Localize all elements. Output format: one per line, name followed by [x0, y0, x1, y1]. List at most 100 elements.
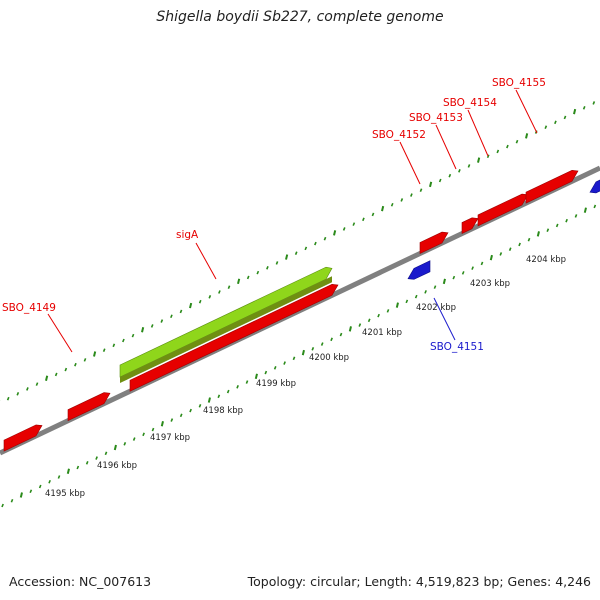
callout-leader — [195, 242, 217, 280]
outer-tick — [496, 149, 500, 154]
outer-tick — [448, 173, 452, 178]
inner-tick — [29, 489, 33, 494]
inner-tick — [311, 347, 315, 351]
gene-label[interactable]: sigA — [176, 229, 199, 241]
outer-tick — [35, 382, 39, 386]
inner-tick — [320, 342, 324, 346]
gene-sbo-4152[interactable] — [419, 231, 449, 254]
gene-sbo-4154[interactable] — [477, 193, 529, 227]
inner-tick — [283, 361, 286, 365]
outer-tick — [544, 125, 548, 129]
outer-tick — [26, 387, 29, 391]
gene-bevel — [120, 276, 332, 383]
outer-tick — [467, 164, 471, 168]
outer-tick — [582, 105, 586, 110]
inner-tick — [386, 309, 390, 313]
inner-tick — [142, 432, 145, 437]
outer-tick — [352, 222, 356, 226]
inner-tick — [489, 254, 493, 261]
inner-tick — [236, 385, 239, 389]
gene-label[interactable]: SBO_4151 — [430, 341, 484, 353]
gene-label[interactable]: SBO_4155 — [492, 77, 546, 89]
tick-label: 4195 kbp — [45, 489, 85, 499]
outer-tick — [54, 372, 58, 377]
outer-tick — [486, 154, 490, 159]
inner-tick — [245, 380, 249, 384]
inner-tick — [461, 271, 465, 275]
outer-tick — [458, 169, 461, 173]
inner-tick — [207, 397, 211, 403]
tick-label: 4198 kbp — [203, 406, 243, 416]
gene-sbo-4155[interactable] — [525, 169, 579, 204]
outer-tick — [6, 396, 10, 401]
callout-leader — [433, 297, 456, 341]
outer-tick — [314, 241, 317, 246]
inner-tick — [330, 337, 333, 342]
inner-tick — [527, 237, 531, 242]
gene-label[interactable]: SBO_4149 — [2, 302, 56, 314]
gene-label[interactable]: SBO_4152 — [372, 129, 426, 141]
outer-tick — [218, 290, 221, 294]
gene-sbo-4151[interactable] — [407, 260, 431, 280]
outer-tick — [371, 212, 375, 217]
outer-tick — [381, 205, 385, 212]
tick-label: 4204 kbp — [526, 255, 566, 265]
outer-tick — [256, 270, 260, 275]
outer-tick — [266, 265, 269, 270]
outer-tick — [189, 302, 193, 309]
outer-tick — [74, 362, 77, 367]
gene-siga[interactable] — [119, 266, 333, 378]
callout-leader — [467, 109, 489, 157]
gene-sbo-4149[interactable] — [67, 392, 111, 422]
inner-tick — [170, 418, 174, 422]
inner-tick — [113, 444, 117, 451]
inner-tick — [518, 242, 521, 247]
gene-label[interactable]: SBO_4154 — [443, 97, 497, 109]
inner-tick — [358, 323, 362, 327]
outer-tick — [198, 299, 202, 304]
inner-tick — [301, 349, 305, 356]
inner-tick — [95, 456, 98, 460]
inner-tick — [38, 484, 42, 489]
outer-tick — [419, 188, 423, 192]
inner-tick — [226, 389, 230, 394]
tick-label: 4200 kbp — [309, 353, 349, 363]
inner-tick — [189, 408, 192, 413]
inner-tick — [76, 465, 80, 470]
outer-tick — [275, 261, 279, 265]
outer-tick — [208, 295, 212, 299]
inner-tick — [499, 252, 503, 256]
gene-label[interactable]: SBO_4153 — [409, 112, 463, 124]
inner-tick-ring — [1, 204, 597, 508]
outer-tick — [160, 319, 164, 323]
outer-tick — [342, 227, 346, 231]
gene-unlabeled-9[interactable] — [589, 177, 600, 194]
outer-tick — [400, 198, 404, 202]
inner-tick — [123, 441, 127, 446]
outer-tick — [237, 278, 241, 285]
inner-tick — [19, 492, 23, 498]
genome-summary-text: Topology: circular; Length: 4,519,823 bp… — [247, 574, 591, 589]
inner-tick — [546, 228, 550, 232]
inner-tick — [565, 218, 568, 223]
outer-tick — [592, 101, 596, 105]
gene-unlabeled-2[interactable] — [129, 283, 339, 392]
outer-tick — [294, 251, 298, 256]
outer-tick — [362, 217, 365, 222]
outer-tick — [563, 115, 567, 120]
outer-tick — [333, 230, 337, 236]
gene-unlabeled-0[interactable] — [3, 424, 43, 452]
outer-tick — [554, 120, 557, 125]
inner-tick — [480, 261, 484, 266]
gene-features — [3, 169, 600, 452]
callout-leader — [515, 89, 538, 134]
accession-text: Accession: NC_007613 — [9, 574, 152, 589]
callout-leader — [399, 141, 421, 185]
outer-tick — [102, 348, 106, 352]
gene-sbo-4153[interactable] — [461, 217, 479, 235]
inner-tick — [395, 302, 399, 308]
outer-tick — [429, 181, 433, 188]
inner-tick — [414, 294, 418, 299]
inner-tick — [555, 223, 559, 228]
inner-tick — [377, 313, 380, 318]
